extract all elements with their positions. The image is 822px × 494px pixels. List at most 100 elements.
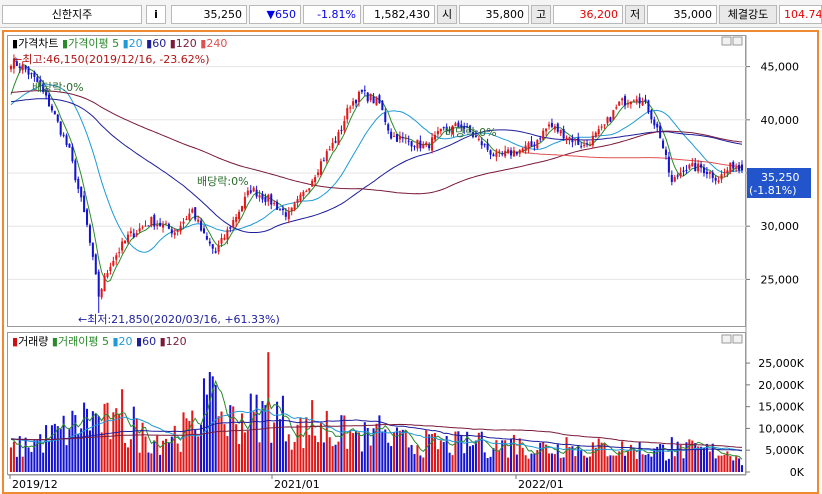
candle [56,113,59,124]
candle [164,220,167,225]
volume-panel-controls[interactable] [721,334,743,344]
volume-bar [656,446,659,472]
info-button[interactable]: i [146,5,166,24]
legend-entry: 240 [206,37,227,50]
volume-bar [518,438,521,472]
candle [550,118,553,129]
candle [641,97,644,106]
candle [705,166,708,179]
candle [162,220,165,233]
candle [530,135,533,147]
volume-bar [404,430,407,472]
candle [553,123,556,133]
candle [401,132,404,143]
volume-bar [100,432,103,472]
candle [185,215,188,221]
candle [597,125,600,137]
volume-bar [21,456,24,472]
candle [94,253,97,275]
candle [258,190,261,202]
candle [261,191,264,203]
candle [547,121,551,130]
volume-bar [632,448,635,472]
candle [591,131,594,149]
candle [340,125,343,135]
candle [27,66,30,80]
volume-bar [524,455,527,472]
x-tick-label: 2022/01 [518,478,564,491]
volume-bar [65,445,68,472]
high-label: 고 [531,5,551,24]
min-price-annotation: ←최저:21,850(2020/03/16, +61.33%) [78,313,280,326]
volume-bar [316,442,320,472]
candle [211,243,214,254]
volume-bar [278,419,282,472]
candle [255,185,258,199]
volume-bar [214,384,217,472]
volume-bar [220,411,223,472]
candle [378,93,381,104]
candle [220,233,223,247]
ma-240-line [522,152,743,168]
candle [387,122,390,135]
volume-tick-label: 20,000K [758,379,804,392]
volume-bar [565,437,568,472]
volume-bar [624,455,627,472]
price-tick-label: 25,000 [761,273,800,286]
candle [621,97,624,106]
volume-tick-label: 10,000K [758,422,804,435]
candle [711,170,714,183]
volume-bar [603,443,606,472]
volume-bar [208,372,211,472]
candle [384,108,387,126]
candle [442,126,445,131]
volume-bar [62,415,65,472]
candle [656,121,659,133]
ma-60-line [10,98,743,233]
legend-entry: 가격이평 5 [68,37,119,50]
volume-bar [381,432,384,472]
volume-bar [729,456,732,472]
candle [501,150,504,157]
dividend-label-3: 배당락:0% [445,126,497,139]
candle [132,228,135,239]
legend-entry: 거래량 [18,335,48,348]
candle [425,141,428,148]
legend-entry: 60 [152,37,166,50]
volume-bar [124,442,127,472]
volume-bar [425,430,428,472]
volume-bar [705,443,708,472]
volume-axis: 25,000K 20,000K 15,000K 10,000K 5,000K 0K [746,357,805,479]
candle [574,138,577,146]
price-panel-controls[interactable] [721,36,743,46]
candle [83,191,86,213]
volume-bar [71,410,74,472]
volume-bar [340,415,343,472]
volume-bar [97,416,100,472]
volume-bar [47,440,51,472]
volume-bar [223,424,226,472]
volume-bar [334,444,337,472]
candle [638,93,641,109]
volume-bar [56,426,59,472]
volume-bar [740,465,744,472]
candle [337,129,340,145]
volume-bar [197,436,200,472]
volume-bar [553,454,556,472]
candle [343,115,346,134]
volume-bar [299,417,302,472]
volume-bar [436,449,439,472]
volume-bar [688,439,691,472]
volume-tick-label: 15,000K [758,401,804,414]
candle [556,122,559,134]
stock-name-field[interactable]: 신한지주 [2,5,142,24]
candle [319,158,322,177]
volume-bar [676,441,679,472]
candle [612,109,615,121]
volume-bar [363,422,366,472]
volume-bar [188,420,191,472]
volume-bar [232,406,235,472]
candle [483,143,486,148]
volume-bar [88,430,91,472]
